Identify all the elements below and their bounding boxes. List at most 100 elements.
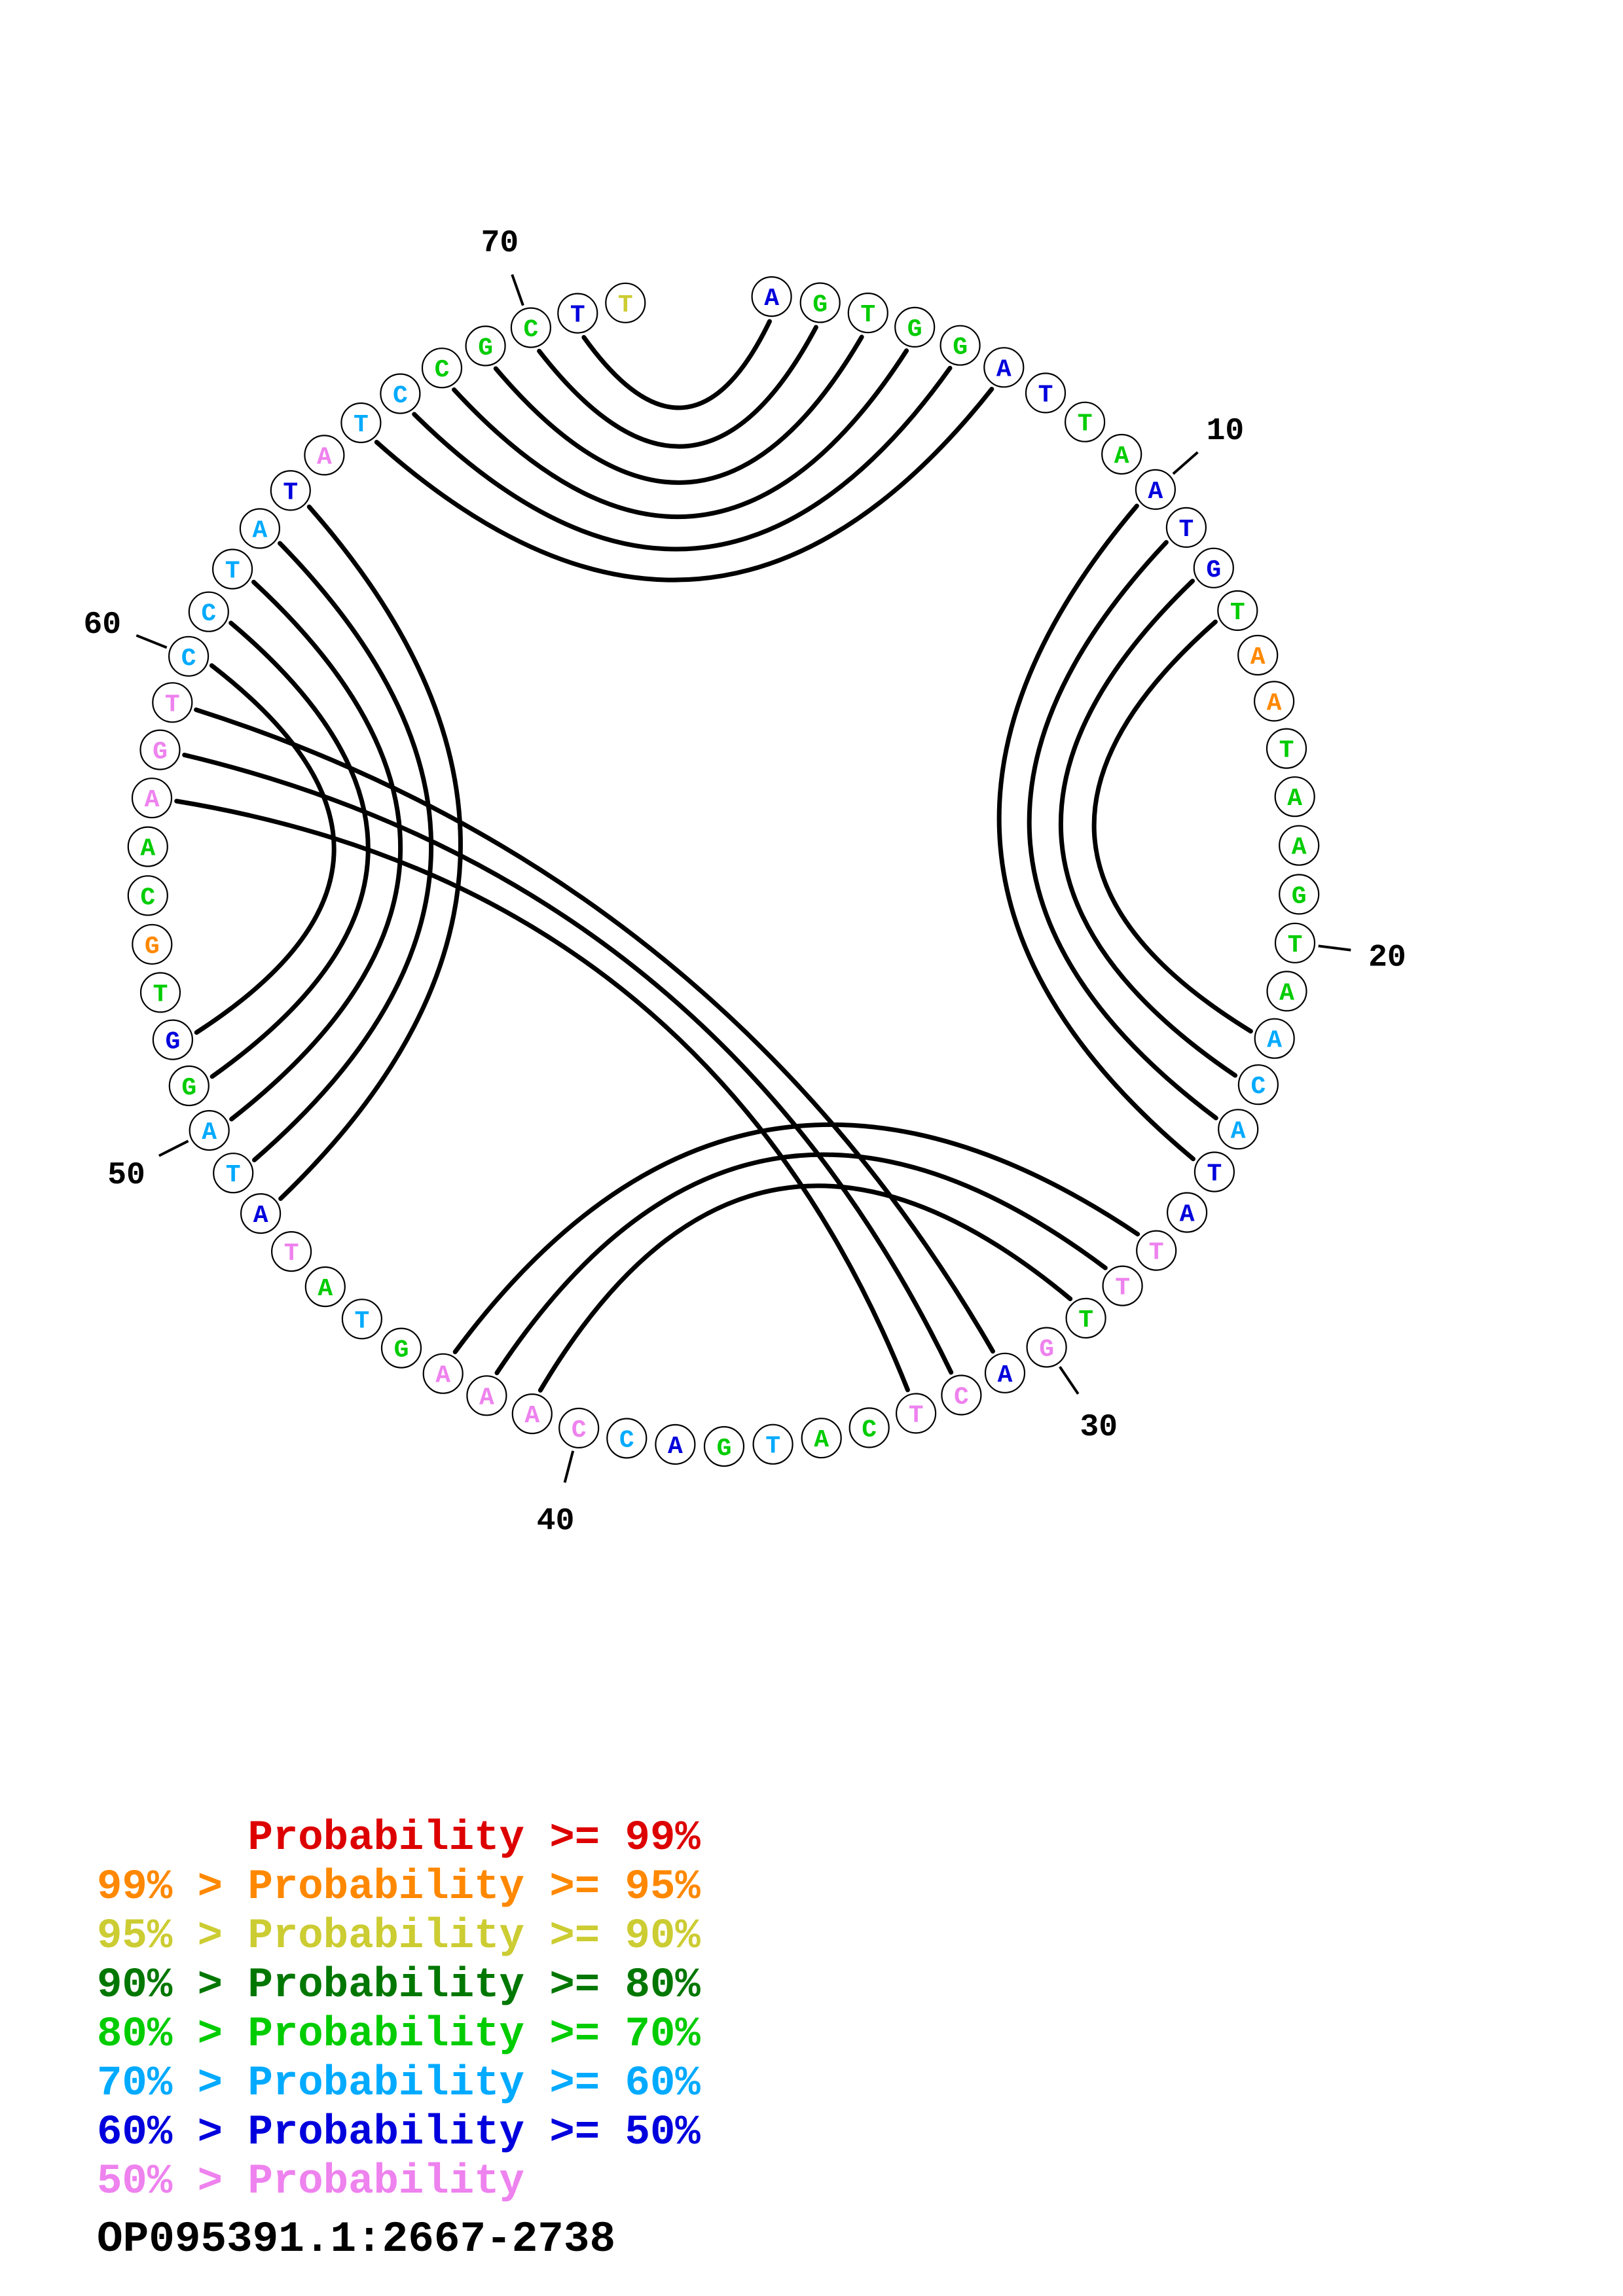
position-label: 60 bbox=[83, 607, 121, 643]
nucleotide-letter: C bbox=[435, 356, 450, 384]
nucleotide-circle bbox=[983, 347, 1025, 388]
nucleotide-letter: A bbox=[814, 1426, 829, 1454]
nucleotide-circle bbox=[127, 826, 168, 867]
nucleotide-letter: T bbox=[284, 1240, 299, 1268]
nucleotide-circle bbox=[1064, 401, 1106, 442]
nucleotide-circle bbox=[271, 1230, 312, 1272]
position-label: 50 bbox=[107, 1158, 145, 1193]
nucleotide-circle bbox=[801, 1418, 842, 1459]
nucleotide-letter: G bbox=[812, 291, 828, 319]
base-pair-arc bbox=[278, 504, 463, 1201]
nucleotide-letter: T bbox=[1149, 1239, 1164, 1267]
nucleotide-circle bbox=[422, 1353, 464, 1394]
nucleotide-circle bbox=[1217, 590, 1258, 632]
probability-legend: Probability >= 99% 99% > Probability >= … bbox=[97, 1814, 701, 2207]
nucleotide-letter: G bbox=[907, 315, 922, 344]
nucleotide-letter: A bbox=[1114, 442, 1129, 471]
nucleotide-letter: C bbox=[619, 1427, 634, 1455]
nucleotide-letter: A bbox=[1180, 1201, 1195, 1229]
nucleotide-circle bbox=[703, 1426, 745, 1467]
nucleotide-letter: G bbox=[953, 334, 968, 362]
nucleotide-letter: A bbox=[479, 1384, 494, 1412]
nucleotide-circle bbox=[304, 435, 345, 476]
nucleotide-letter: A bbox=[1267, 689, 1282, 717]
nucleotide-circle bbox=[1279, 825, 1320, 866]
nucleotide-letter: A bbox=[998, 1361, 1013, 1390]
nucleotide-circle bbox=[1135, 469, 1176, 511]
nucleotide-circle bbox=[557, 293, 598, 334]
nucleotide-letter: T bbox=[283, 478, 298, 507]
nucleotide-circle bbox=[240, 1193, 282, 1234]
nucleotide-letter: A bbox=[996, 355, 1012, 384]
nucleotide-letter: T bbox=[1288, 931, 1303, 960]
nucleotide-circle bbox=[270, 470, 311, 511]
nucleotide-letter: A bbox=[1250, 643, 1266, 672]
nucleotide-circle bbox=[848, 1407, 890, 1448]
nucleotide-circle bbox=[1237, 1064, 1279, 1105]
nucleotide-circle bbox=[1274, 776, 1315, 817]
nucleotide-letter: C bbox=[572, 1416, 587, 1444]
nucleotide-letter: C bbox=[862, 1416, 877, 1444]
nucleotide-circle bbox=[1065, 1297, 1106, 1339]
nucleotide-circle bbox=[1254, 1018, 1295, 1059]
nucleotide-letter: A bbox=[764, 285, 779, 313]
nucleotide-letter: T bbox=[226, 1161, 241, 1189]
nucleotide-circle bbox=[558, 1407, 600, 1448]
nucleotide-letter: A bbox=[253, 1202, 268, 1230]
position-tick bbox=[511, 274, 524, 306]
position-tick bbox=[1318, 944, 1351, 952]
nucleotide-letter: G bbox=[153, 738, 168, 766]
nucleotide-letter: C bbox=[954, 1384, 969, 1412]
nucleotide-circle bbox=[606, 1418, 647, 1459]
nucleotide-letter: T bbox=[1078, 410, 1093, 439]
nucleotide-letter: G bbox=[394, 1336, 409, 1365]
nucleotide-circle bbox=[380, 1327, 422, 1369]
nucleotide-circle bbox=[152, 1019, 193, 1060]
nucleotide-letter: C bbox=[523, 316, 538, 344]
position-tick bbox=[1172, 451, 1199, 475]
nucleotide-circle bbox=[304, 1266, 346, 1308]
nucleotide-letter: G bbox=[165, 1028, 180, 1056]
nucleotide-letter: T bbox=[354, 1307, 369, 1335]
position-tick bbox=[158, 1139, 189, 1157]
sequence-title: OP095391.1:2667-2738 bbox=[97, 2215, 616, 2264]
nucleotide-circle bbox=[941, 1374, 982, 1416]
legend-row-50-60: 60% > Probability >= 50% bbox=[97, 2109, 701, 2157]
nucleotide-circle bbox=[510, 307, 552, 348]
nucleotide-circle bbox=[189, 1109, 230, 1151]
nucleotide-circle bbox=[1266, 971, 1307, 1012]
nucleotide-circle bbox=[139, 972, 181, 1013]
nucleotide-circle bbox=[213, 1153, 254, 1194]
nucleotide-circle bbox=[1237, 634, 1279, 676]
nucleotide-circle bbox=[380, 373, 421, 414]
nucleotide-letter: T bbox=[225, 558, 240, 586]
nucleotide-letter: G bbox=[145, 933, 160, 961]
nucleotide-letter: T bbox=[153, 980, 168, 1009]
position-label: 40 bbox=[537, 1503, 575, 1539]
nucleotide-circle bbox=[212, 548, 253, 590]
position-tick bbox=[1059, 1366, 1080, 1395]
nucleotide-circle bbox=[466, 1375, 507, 1416]
legend-row-60-70: 70% > Probability >= 60% bbox=[97, 2060, 701, 2108]
position-tick bbox=[563, 1450, 575, 1483]
nucleotide-letter: G bbox=[1292, 882, 1307, 910]
nucleotide-letter: T bbox=[570, 302, 585, 330]
nucleotide-letter: A bbox=[1148, 478, 1163, 506]
nucleotide-letter: G bbox=[1039, 1336, 1054, 1364]
nucleotide-circle bbox=[894, 306, 936, 348]
base-pair-arc bbox=[412, 365, 953, 552]
nucleotide-letter: T bbox=[1038, 381, 1053, 409]
base-pair-arc bbox=[210, 620, 371, 1079]
nucleotide-circle bbox=[1253, 681, 1295, 722]
nucleotide-circle bbox=[1025, 372, 1067, 414]
nucleotide-circle bbox=[1136, 1230, 1177, 1271]
nucleotide-letter: T bbox=[909, 1401, 924, 1429]
nucleotide-letter: A bbox=[668, 1433, 683, 1461]
nucleotide-letter: G bbox=[478, 334, 493, 363]
nucleotide-letter: A bbox=[317, 443, 332, 471]
nucleotide-circle bbox=[132, 924, 173, 965]
nucleotide-letter: A bbox=[140, 835, 155, 863]
nucleotide-letter: A bbox=[1279, 979, 1294, 1007]
